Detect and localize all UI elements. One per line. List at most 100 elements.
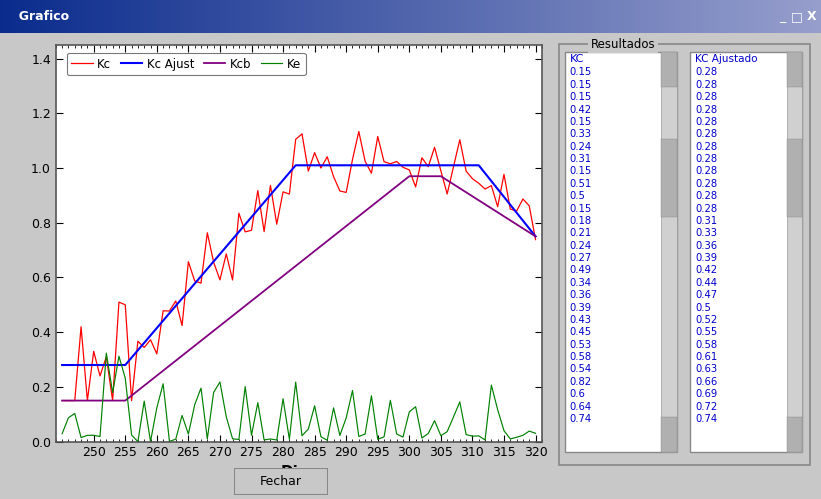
Bar (390, 0, 394, 33)
Bar (33, 0, 37, 33)
Text: 0.45: 0.45 (570, 327, 592, 337)
Bar (16, 0, 21, 33)
Bar (255, 0, 259, 33)
Bar (718, 0, 722, 33)
Bar (784, 0, 788, 33)
Text: 0.31: 0.31 (570, 154, 592, 164)
Bar (542, 0, 546, 33)
Bar (148, 0, 152, 33)
Bar (644, 0, 649, 33)
Text: 0.64: 0.64 (570, 402, 592, 412)
Bar (4, 0, 8, 33)
Bar (168, 0, 172, 33)
Bar (435, 0, 439, 33)
Bar (394, 0, 398, 33)
Bar (115, 0, 119, 33)
Bar (513, 0, 517, 33)
Bar (234, 0, 238, 33)
Bar (382, 0, 386, 33)
Kcb (530, 234, 540, 240)
Kcb (304, 253, 314, 259)
Kc Ajust (222, 244, 232, 250)
Bar (669, 0, 673, 33)
Kc Ajust (291, 162, 300, 168)
Text: 0.36: 0.36 (695, 241, 718, 250)
Ke (133, 439, 143, 445)
Bar (205, 0, 209, 33)
Bar (140, 0, 144, 33)
Bar (603, 0, 608, 33)
Kc (222, 251, 232, 257)
Text: 0.66: 0.66 (695, 377, 718, 387)
Bar (452, 0, 456, 33)
Bar (587, 0, 591, 33)
Text: 0.28: 0.28 (695, 167, 718, 177)
Kc Ajust (379, 162, 389, 168)
Text: 0.28: 0.28 (695, 67, 718, 77)
Bar (817, 0, 821, 33)
Text: 0.54: 0.54 (570, 364, 592, 374)
Text: 0.47: 0.47 (695, 290, 718, 300)
Ke (448, 414, 458, 420)
Kc Ajust (530, 234, 540, 240)
Bar (242, 0, 246, 33)
Bar (694, 0, 698, 33)
Text: 0.36: 0.36 (570, 290, 592, 300)
Kc (102, 354, 112, 360)
Bar (308, 0, 312, 33)
Bar (365, 0, 369, 33)
Bar (8, 0, 12, 33)
Bar (353, 0, 357, 33)
Bar (439, 0, 443, 33)
Text: 0.28: 0.28 (695, 142, 718, 152)
Bar (275, 0, 279, 33)
Text: 0.55: 0.55 (695, 327, 718, 337)
Bar (49, 0, 53, 33)
Bar (575, 0, 579, 33)
Text: 0.52: 0.52 (695, 315, 718, 325)
Bar (571, 0, 575, 33)
Bar (591, 0, 595, 33)
Bar (579, 0, 583, 33)
Bar (398, 0, 402, 33)
Bar (230, 0, 234, 33)
Bar (788, 0, 792, 33)
Bar (698, 0, 702, 33)
Bar (78, 0, 82, 33)
Text: 0.39: 0.39 (570, 302, 592, 312)
Text: 0.28: 0.28 (695, 92, 718, 102)
Kc (379, 159, 389, 165)
Bar (378, 0, 382, 33)
Bar (304, 0, 308, 33)
Kcb (443, 177, 452, 183)
Bar (296, 0, 300, 33)
Kcb (222, 318, 232, 324)
Bar (250, 0, 255, 33)
FancyBboxPatch shape (565, 52, 677, 452)
Bar (193, 0, 197, 33)
Bar (349, 0, 353, 33)
Bar (279, 0, 283, 33)
Bar (156, 0, 160, 33)
Bar (21, 0, 25, 33)
Text: 0.42: 0.42 (695, 265, 718, 275)
Bar (493, 0, 497, 33)
FancyBboxPatch shape (661, 417, 677, 452)
Bar (45, 0, 49, 33)
Bar (410, 0, 415, 33)
Bar (739, 0, 743, 33)
Kcb (57, 398, 67, 404)
Bar (287, 0, 291, 33)
Text: 0.74: 0.74 (570, 414, 592, 424)
Bar (517, 0, 521, 33)
Bar (731, 0, 735, 33)
Bar (714, 0, 718, 33)
Bar (566, 0, 571, 33)
Bar (423, 0, 427, 33)
Text: 0.28: 0.28 (695, 179, 718, 189)
Bar (722, 0, 727, 33)
Text: □: □ (791, 10, 803, 23)
Bar (706, 0, 710, 33)
Bar (131, 0, 135, 33)
Kc Ajust (366, 162, 376, 168)
